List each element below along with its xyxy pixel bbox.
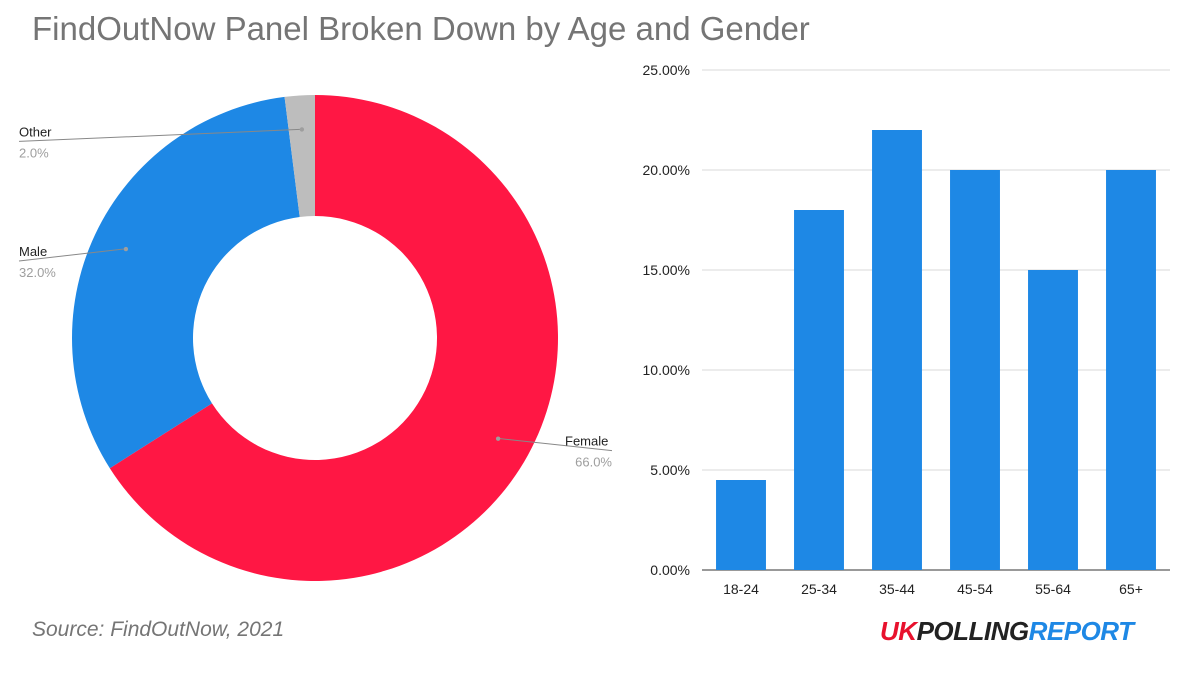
y-tick-label: 10.00% <box>643 362 690 378</box>
y-tick-label: 25.00% <box>643 62 690 78</box>
label-leader-other <box>18 128 300 142</box>
slice-percent-male: 32.0% <box>19 265 56 280</box>
slice-label-other: Other <box>19 124 52 139</box>
y-tick-label: 15.00% <box>643 262 690 278</box>
bar-35-44 <box>872 130 922 570</box>
donut-chart: Female 66.0% Male 32.0% Other 2.0% <box>18 95 613 582</box>
logo-uk-text: UK <box>880 616 917 646</box>
slice-label-female: Female <box>565 434 608 449</box>
slice-other <box>284 95 315 217</box>
uk-polling-report-logo: UKPOLLINGREPORT <box>880 616 1134 647</box>
bar-25-34 <box>794 210 844 570</box>
slice-female <box>109 95 559 582</box>
slice-male <box>71 96 300 469</box>
slice-label-male: Male <box>19 244 47 259</box>
chart-title: FindOutNow Panel Broken Down by Age and … <box>32 10 810 47</box>
bar-chart: 0.00% 5.00% 10.00% 15.00% 20.00% 25.00% 18-24 2… <box>643 62 1170 597</box>
y-tick-label: 20.00% <box>643 162 690 178</box>
label-dot-other <box>299 127 305 132</box>
slice-percent-other: 2.0% <box>19 145 49 160</box>
bar-65 <box>1106 170 1156 570</box>
x-tick-label: 25-34 <box>801 581 837 597</box>
x-tick-label: 65+ <box>1119 581 1143 597</box>
bar-55-64 <box>1028 270 1078 570</box>
x-tick-label: 18-24 <box>723 581 759 597</box>
x-tick-label: 35-44 <box>879 581 915 597</box>
logo-polling-text: POLLING <box>916 616 1030 646</box>
label-dot-female <box>495 436 501 441</box>
label-leader-male <box>18 248 124 262</box>
bar-45-54 <box>950 170 1000 570</box>
bar-18-24 <box>716 480 766 570</box>
label-leader-female <box>500 438 613 452</box>
slice-percent-female: 66.0% <box>575 455 612 470</box>
x-tick-label: 45-54 <box>957 581 993 597</box>
source-note: Source: FindOutNow, 2021 <box>32 618 285 641</box>
y-tick-label: 0.00% <box>650 562 690 578</box>
logo-report-text: REPORT <box>1028 616 1134 646</box>
x-tick-label: 55-64 <box>1035 581 1071 597</box>
y-tick-label: 5.00% <box>650 462 690 478</box>
label-dot-male <box>123 246 129 252</box>
